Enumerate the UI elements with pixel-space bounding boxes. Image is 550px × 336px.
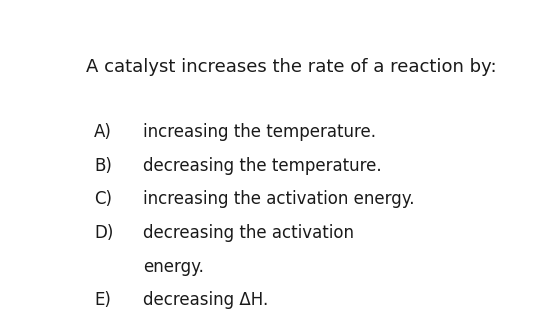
Text: E): E) <box>95 291 111 309</box>
Text: A catalyst increases the rate of a reaction by:: A catalyst increases the rate of a react… <box>86 58 497 76</box>
Text: D): D) <box>95 224 114 242</box>
Text: energy.: energy. <box>144 258 204 276</box>
Text: decreasing the temperature.: decreasing the temperature. <box>144 157 382 175</box>
Text: decreasing ΔH.: decreasing ΔH. <box>144 291 268 309</box>
Text: A): A) <box>95 123 112 141</box>
Text: C): C) <box>95 191 112 208</box>
Text: increasing the temperature.: increasing the temperature. <box>144 123 376 141</box>
Text: B): B) <box>95 157 112 175</box>
Text: increasing the activation energy.: increasing the activation energy. <box>144 191 415 208</box>
Text: decreasing the activation: decreasing the activation <box>144 224 354 242</box>
